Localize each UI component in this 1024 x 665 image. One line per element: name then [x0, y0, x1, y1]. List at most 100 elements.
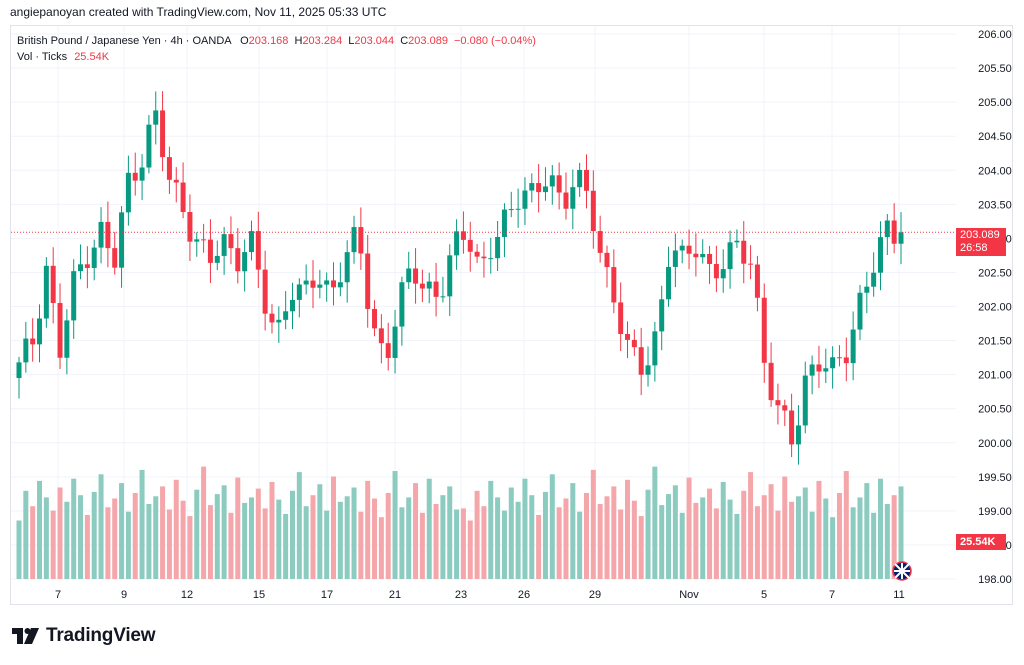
candle-body[interactable]	[337, 282, 343, 288]
candle-body[interactable]	[823, 368, 829, 372]
candle-body[interactable]	[659, 299, 665, 332]
candle-body[interactable]	[255, 231, 261, 270]
candle-body[interactable]	[242, 252, 248, 272]
candle-body[interactable]	[378, 328, 384, 344]
candle-body[interactable]	[91, 247, 97, 268]
candle-body[interactable]	[583, 169, 589, 191]
candlestick-chart[interactable]: 206.000 205.500 205.000 204.500 204.000 203.5…	[11, 26, 1012, 604]
candle-body[interactable]	[310, 280, 316, 288]
candle-body[interactable]	[112, 248, 118, 268]
candle-body[interactable]	[98, 221, 104, 248]
candle-body[interactable]	[898, 232, 904, 244]
candle-body[interactable]	[761, 297, 767, 363]
candle-body[interactable]	[679, 245, 685, 251]
candle-body[interactable]	[748, 263, 754, 265]
candle-body[interactable]	[37, 318, 43, 345]
candle-body[interactable]	[50, 265, 56, 303]
candle-body[interactable]	[604, 252, 610, 268]
candle-body[interactable]	[235, 248, 241, 272]
candle-body[interactable]	[194, 239, 200, 242]
candle-body[interactable]	[303, 280, 309, 285]
candle-body[interactable]	[23, 338, 29, 363]
candle-body[interactable]	[884, 220, 890, 238]
candle-body[interactable]	[741, 240, 747, 264]
candle-body[interactable]	[686, 245, 692, 254]
candle-body[interactable]	[515, 208, 521, 210]
candle-body[interactable]	[262, 269, 268, 314]
candle-body[interactable]	[173, 179, 179, 183]
candle-body[interactable]	[433, 281, 439, 297]
candle-body[interactable]	[105, 221, 111, 249]
candle-body[interactable]	[64, 320, 70, 358]
candle-body[interactable]	[467, 239, 473, 252]
candle-body[interactable]	[734, 240, 740, 243]
candle-body[interactable]	[372, 308, 378, 329]
candle-body[interactable]	[536, 183, 542, 193]
candle-body[interactable]	[43, 265, 49, 319]
candle-body[interactable]	[625, 333, 631, 340]
candle-body[interactable]	[406, 268, 412, 283]
candle-body[interactable]	[789, 410, 795, 445]
candle-body[interactable]	[125, 172, 131, 213]
candle-body[interactable]	[611, 267, 617, 303]
candle-body[interactable]	[426, 281, 432, 289]
candle-body[interactable]	[707, 253, 713, 264]
candle-body[interactable]	[590, 190, 596, 232]
candle-body[interactable]	[891, 220, 897, 244]
candle-body[interactable]	[836, 357, 842, 359]
candle-body[interactable]	[754, 264, 760, 298]
candle-body[interactable]	[160, 110, 166, 158]
candle-body[interactable]	[720, 269, 726, 279]
candle-body[interactable]	[331, 280, 337, 288]
candle-body[interactable]	[454, 231, 460, 256]
candle-body[interactable]	[365, 253, 371, 309]
candle-body[interactable]	[816, 364, 822, 372]
candle-body[interactable]	[146, 124, 152, 168]
candle-body[interactable]	[693, 253, 699, 258]
candle-body[interactable]	[618, 302, 624, 334]
candle-body[interactable]	[768, 362, 774, 401]
candle-body[interactable]	[16, 362, 22, 379]
candle-body[interactable]	[440, 296, 446, 298]
candle-body[interactable]	[501, 209, 507, 237]
candle-body[interactable]	[809, 364, 815, 376]
candle-body[interactable]	[289, 299, 295, 312]
candle-body[interactable]	[488, 258, 494, 260]
candle-body[interactable]	[563, 192, 569, 209]
candle-body[interactable]	[775, 400, 781, 406]
chart-frame[interactable]: 206.000 205.500 205.000 204.500 204.000 203.5…	[10, 25, 1013, 605]
candle-body[interactable]	[460, 231, 466, 240]
candle-body[interactable]	[358, 227, 364, 254]
candle-body[interactable]	[871, 272, 877, 287]
candle-body[interactable]	[645, 365, 651, 375]
candle-body[interactable]	[344, 252, 350, 283]
candle-body[interactable]	[577, 169, 583, 188]
candle-body[interactable]	[713, 263, 719, 279]
candle-body[interactable]	[283, 311, 289, 320]
candle-body[interactable]	[481, 256, 487, 259]
candle-body[interactable]	[508, 209, 514, 211]
candle-body[interactable]	[413, 268, 419, 284]
candle-body[interactable]	[385, 343, 391, 358]
candle-body[interactable]	[419, 283, 425, 289]
candle-body[interactable]	[269, 313, 275, 323]
candle-body[interactable]	[857, 292, 863, 330]
candle-body[interactable]	[187, 212, 193, 242]
candle-body[interactable]	[139, 167, 145, 181]
candle-body[interactable]	[276, 319, 282, 323]
candle-body[interactable]	[399, 282, 405, 327]
candle-body[interactable]	[795, 425, 801, 445]
candle-body[interactable]	[570, 187, 576, 209]
candle-body[interactable]	[317, 284, 323, 288]
candle-body[interactable]	[631, 339, 637, 348]
candle-body[interactable]	[782, 405, 788, 411]
legend-symbol[interactable]: British Pound / Japanese Yen · 4h · OAND…	[17, 35, 232, 47]
candle-body[interactable]	[132, 172, 138, 181]
candle-body[interactable]	[672, 250, 678, 267]
candle-body[interactable]	[201, 239, 207, 241]
candle-body[interactable]	[666, 266, 672, 300]
candle-body[interactable]	[84, 264, 90, 268]
brand-logo[interactable]: TradingView	[12, 625, 156, 647]
candle-body[interactable]	[542, 186, 548, 193]
candle-body[interactable]	[529, 183, 535, 191]
